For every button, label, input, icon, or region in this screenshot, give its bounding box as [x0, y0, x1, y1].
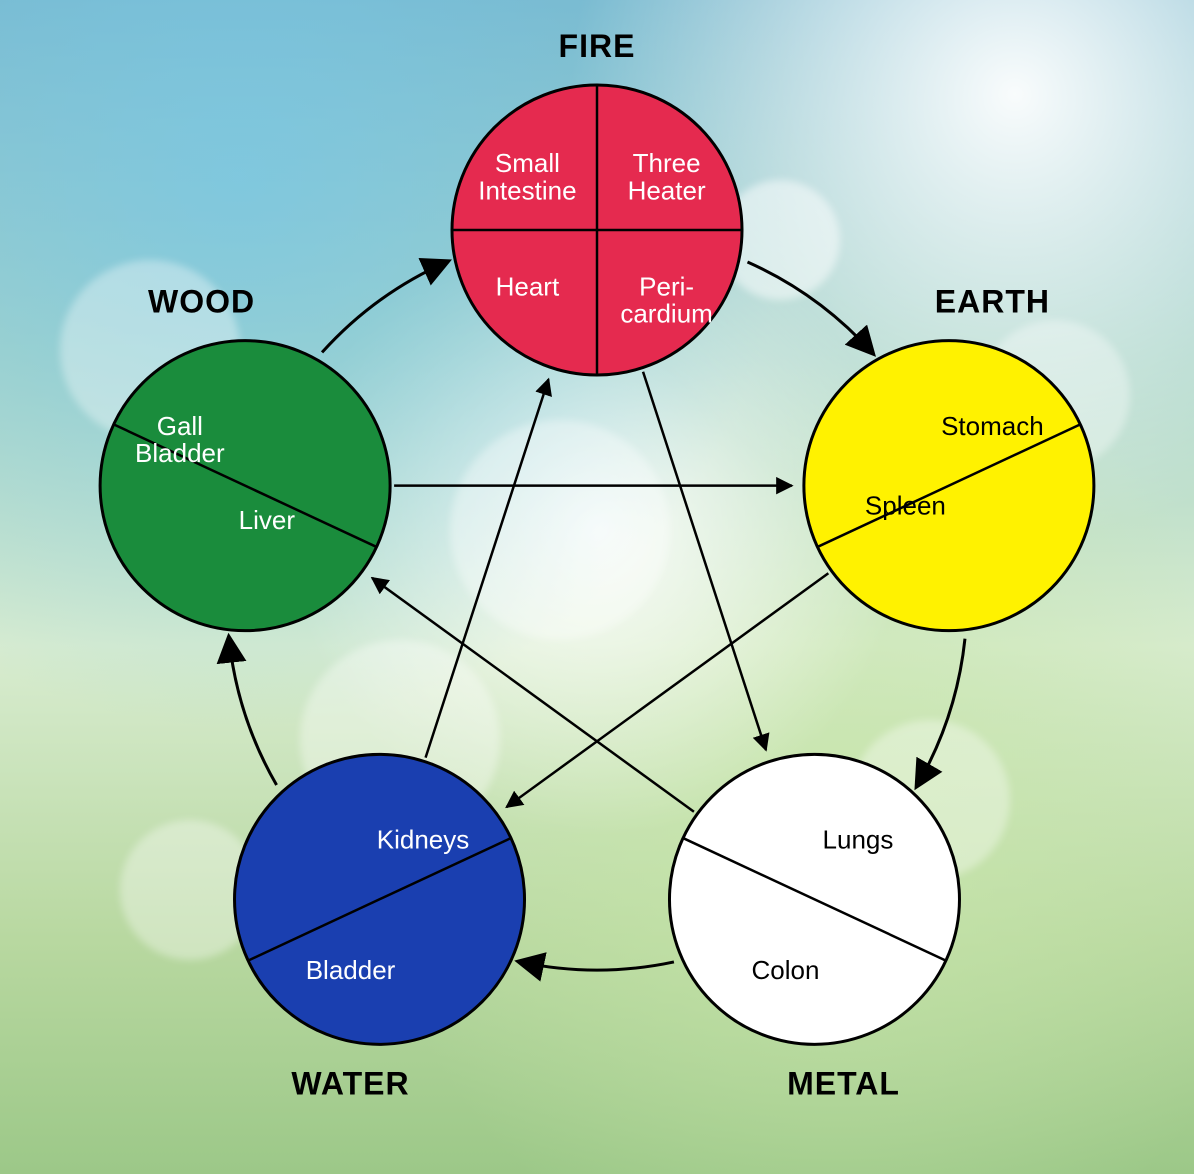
title-earth: EARTH [935, 284, 1050, 320]
cycle-edge-water-wood [229, 639, 277, 785]
label-fire-bl: Heart [496, 271, 560, 301]
title-metal: METAL [787, 1065, 900, 1101]
cycle-edge-earth-metal [917, 639, 965, 785]
label-water-bl-low: Bladder [306, 955, 396, 985]
node-wood: GallBladderLiver [100, 341, 390, 631]
label-metal-bl-low: Colon [752, 955, 820, 985]
label-water-tr: Kidneys [377, 825, 470, 855]
label-fire-tr: ThreeHeater [628, 148, 706, 205]
title-fire: FIRE [559, 28, 636, 64]
node-earth: Stomach Spleen [804, 341, 1094, 631]
title-water: WATER [291, 1065, 409, 1101]
star-edge-water-fire [426, 379, 549, 757]
label-earth-tr: Stomach [941, 411, 1044, 441]
cycle-edge-metal-water [520, 962, 674, 970]
cycle-edge-fire-earth [747, 262, 871, 352]
cycle-edge-wood-fire [322, 262, 446, 352]
label-earth-bl: Spleen [865, 491, 946, 521]
label-metal-tr: Lungs [823, 825, 894, 855]
label-wood-br-in: Liver [239, 505, 296, 535]
node-water: Kidneys Bladder [235, 754, 525, 1044]
five-elements-diagram: SmallIntestineThreeHeaterHeartPeri-cardi… [0, 0, 1194, 1174]
node-metal: Lungs Colon [669, 754, 959, 1044]
inner-star-edges [372, 372, 828, 812]
node-fire: SmallIntestineThreeHeaterHeartPeri-cardi… [452, 85, 742, 375]
element-nodes: SmallIntestineThreeHeaterHeartPeri-cardi… [100, 85, 1094, 1044]
title-wood: WOOD [148, 284, 255, 320]
